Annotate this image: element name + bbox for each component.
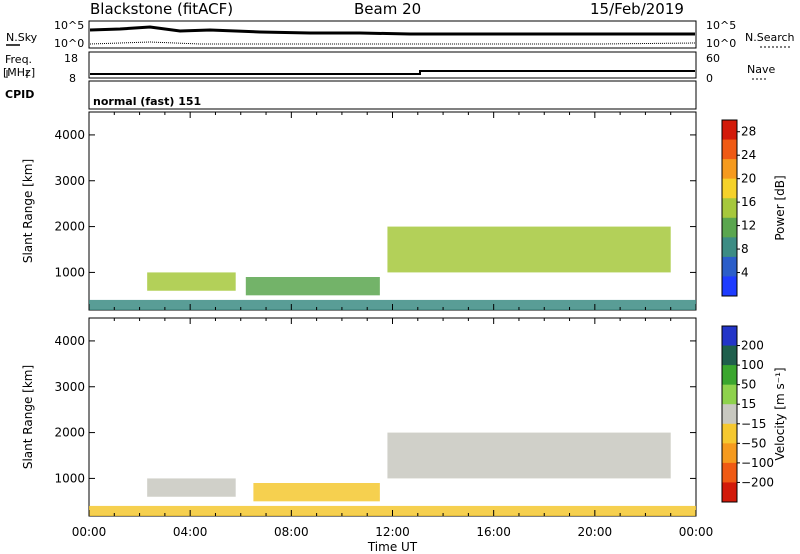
- colorbar-tick-label: 4: [741, 266, 749, 280]
- colorbar-tick-label: −15: [741, 417, 766, 431]
- heatmap-region: [147, 478, 236, 497]
- velocity-colorbar: 200 100 50 15 −15 −50 −100 −200 Velocity [m s⁻¹]: [721, 325, 787, 503]
- colorbar-tick-label: 12: [741, 219, 756, 233]
- x-tick-label: 08:00: [274, 525, 309, 539]
- colorbar-swatch: [722, 384, 737, 405]
- nave-tick-top: 60: [706, 52, 720, 65]
- cpid-panel-frame: [88, 80, 697, 110]
- colorbar-swatch: [722, 345, 737, 366]
- nave-tick-bottom: 0: [706, 72, 713, 85]
- nsearch-tick-bottom: 10^0: [706, 37, 737, 50]
- beam-title: Beam 20: [354, 0, 422, 18]
- colorbar-tick-label: 28: [741, 125, 756, 139]
- y-tick-label: 3000: [54, 174, 85, 188]
- colorbar-swatch: [722, 178, 737, 199]
- freq-tick-bottom: 8: [69, 72, 76, 85]
- colorbar-swatch: [722, 443, 737, 464]
- colorbar-swatch: [722, 365, 737, 386]
- colorbar-swatch: [722, 482, 737, 503]
- heatmap-region: [387, 226, 671, 273]
- power-panel-frame: [88, 111, 697, 311]
- colorbar-swatch: [722, 237, 737, 258]
- nsky-label: N.Sky: [6, 31, 38, 44]
- colorbar-tick-label: 16: [741, 195, 756, 209]
- colorbar-swatch: [722, 462, 737, 483]
- x-axis-label: Time UT: [367, 540, 418, 554]
- colorbar-swatch: [722, 120, 737, 141]
- nsky-tick-bottom: 10^0: [54, 37, 85, 50]
- colorbar-label: Power [dB]: [773, 175, 787, 240]
- colorbar-swatch: [722, 326, 737, 347]
- y-tick-label: 4000: [54, 334, 85, 348]
- colorbar-tick-label: 50: [741, 378, 756, 392]
- y-tick-label: 4000: [54, 128, 85, 142]
- nave-label: Nave: [747, 63, 776, 76]
- y-tick-label: 3000: [54, 380, 85, 394]
- colorbar-swatch: [722, 404, 737, 425]
- colorbar-tick-label: 100: [741, 358, 764, 372]
- colorbar-tick-label: −50: [741, 436, 766, 450]
- colorbar-frame: [721, 325, 738, 503]
- x-tick-label: 12:00: [375, 525, 410, 539]
- freq-panel-frame: [88, 51, 697, 79]
- freq-line: [90, 70, 695, 75]
- colorbar-tick-label: 8: [741, 242, 749, 256]
- x-tick-label: 16:00: [476, 525, 511, 539]
- cpid-label: CPID: [5, 88, 35, 101]
- y-tick-label: 1000: [54, 265, 85, 279]
- colorbar-tick-label: −100: [741, 456, 774, 470]
- colorbar-swatch: [722, 198, 737, 219]
- axes: 1000 2000 3000 4000 Slant Range [km] 1000 2000…: [21, 112, 713, 554]
- colorbar-swatch: [722, 276, 737, 297]
- colorbar-tick-label: −200: [741, 475, 774, 489]
- date-title: 15/Feb/2019: [590, 0, 684, 18]
- cpid-text: normal (fast) 151: [93, 95, 202, 108]
- y-tick-label: 1000: [54, 471, 85, 485]
- heatmap-region: [245, 277, 380, 296]
- x-tick-label: 20:00: [578, 525, 613, 539]
- colorbar-swatch: [722, 159, 737, 180]
- x-tick-label: 04:00: [173, 525, 208, 539]
- nsearch-tick-top: 10^5: [706, 19, 737, 32]
- freq-label: Freq.: [5, 53, 33, 66]
- y-tick-label: 2000: [54, 426, 85, 440]
- colorbar-swatch: [722, 139, 737, 160]
- colorbar-tick-label: 20: [741, 172, 756, 186]
- power-colorbar: 4 8 12 16 20 24 28 Power [dB]: [721, 119, 787, 297]
- nsearch-label: N.Search: [745, 31, 795, 44]
- colorbar-frame: [721, 119, 738, 297]
- colorbar-swatch: [722, 217, 737, 238]
- colorbar-tick-label: 200: [741, 339, 764, 353]
- colorbar-swatch: [722, 256, 737, 277]
- y-axis-label: Slant Range [km]: [21, 159, 35, 263]
- nsky-tick-top: 10^5: [54, 19, 85, 32]
- freq-tick-top: 18: [64, 52, 78, 65]
- heatmap-region: [253, 483, 380, 502]
- x-tick-label: 00:00: [679, 525, 714, 539]
- y-tick-label: 2000: [54, 220, 85, 234]
- colorbar-label: Velocity [m s⁻¹]: [773, 367, 787, 460]
- nsky-panel-frame: [88, 20, 697, 49]
- heatmap-region: [387, 432, 671, 479]
- nsearch-line: [89, 41, 696, 45]
- colorbar-tick-label: 15: [741, 397, 756, 411]
- colorbar-tick-label: 24: [741, 148, 756, 162]
- station-title: Blackstone (fitACF): [90, 0, 234, 18]
- x-tick-label: 00:00: [72, 525, 107, 539]
- y-axis-label: Slant Range [km]: [21, 365, 35, 469]
- colorbar-swatch: [722, 423, 737, 444]
- heatmap-region: [147, 272, 236, 291]
- nsky-line: [89, 25, 695, 36]
